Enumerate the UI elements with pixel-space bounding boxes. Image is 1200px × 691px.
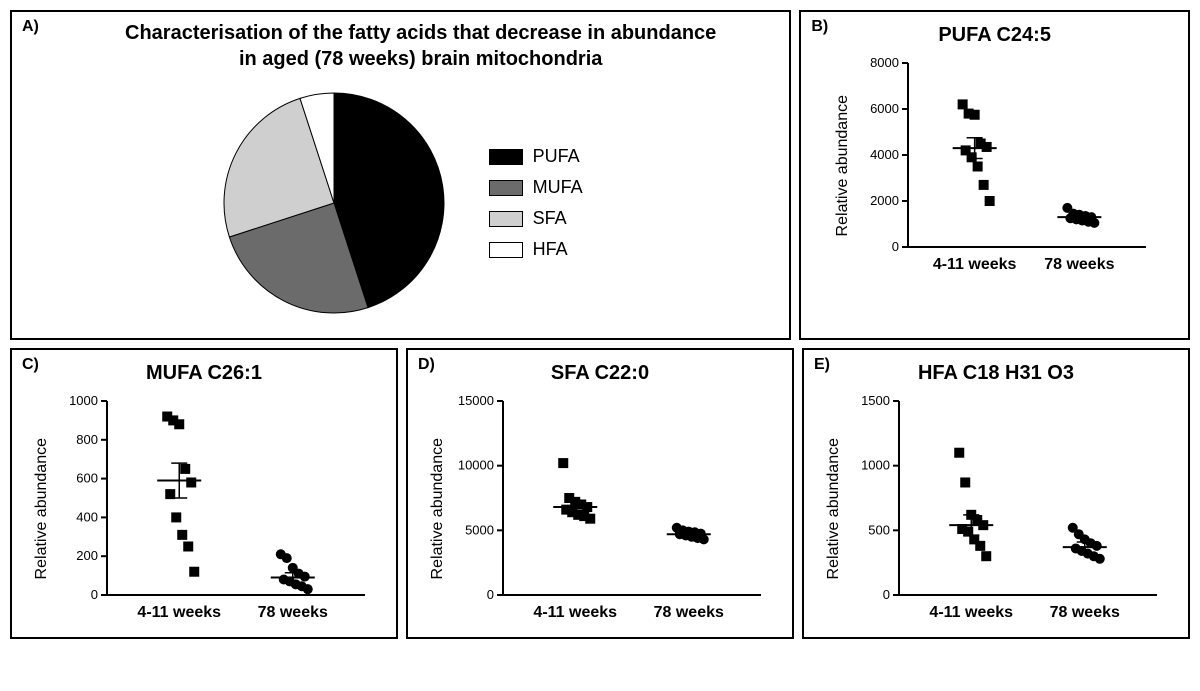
- pie-chart: [219, 88, 449, 318]
- legend-label: SFA: [533, 208, 567, 229]
- bottom-row: C) MUFA C26:1 Relative abundance 0 200 400…: [10, 348, 1190, 639]
- svg-text:78 weeks: 78 weeks: [1044, 256, 1114, 273]
- svg-text:200: 200: [76, 548, 98, 563]
- legend-label: PUFA: [533, 146, 580, 167]
- panel-c-ylabel: Relative abundance: [33, 438, 51, 579]
- panel-a-title-line2: in aged (78 weeks) brain mitochondria: [239, 48, 602, 70]
- legend-row-sfa: SFA: [489, 208, 583, 229]
- svg-text:0: 0: [91, 587, 98, 602]
- svg-text:2000: 2000: [870, 193, 899, 208]
- pie-area: PUFA MUFA SFA HFA: [20, 80, 781, 330]
- legend-label: MUFA: [533, 177, 583, 198]
- svg-text:5000: 5000: [465, 522, 494, 537]
- panel-e-title: HFA C18 H31 O3: [812, 362, 1180, 385]
- panel-a-title-line1: Characterisation of the fatty acids that…: [125, 22, 716, 44]
- scatter-b: 0 2000 4000 6000 8000 4-11 weeks 78 weeks: [856, 51, 1156, 281]
- panel-b-title: PUFA C24:5: [809, 24, 1180, 47]
- panel-a-label: A): [22, 18, 39, 36]
- svg-text:4-11 weeks: 4-11 weeks: [932, 256, 1016, 273]
- figure-grid: A) Characterisation of the fatty acids t…: [10, 10, 1190, 639]
- svg-text:8000: 8000: [870, 55, 899, 70]
- scatter-e: 0 500 1000 1500 4-11 weeks 78 weeks: [847, 389, 1167, 629]
- svg-text:4-11 weeks: 4-11 weeks: [533, 604, 617, 621]
- panel-d-label: D): [418, 356, 435, 374]
- panel-b-label: B): [811, 18, 828, 36]
- svg-text:78 weeks: 78 weeks: [654, 604, 724, 621]
- panel-d: D) SFA C22:0 Relative abundance 0 5000 100…: [406, 348, 794, 639]
- legend-swatch: [489, 242, 523, 258]
- svg-text:1000: 1000: [69, 393, 98, 408]
- svg-text:4000: 4000: [870, 147, 899, 162]
- panel-d-title: SFA C22:0: [416, 362, 784, 385]
- panel-a-title: Characterisation of the fatty acids that…: [60, 20, 781, 72]
- scatter-c: 0 200 400 600 800 1000 4-11 weeks 78 weeks: [55, 389, 375, 629]
- svg-text:1500: 1500: [861, 393, 890, 408]
- svg-text:500: 500: [868, 522, 890, 537]
- legend-swatch: [489, 149, 523, 165]
- svg-text:1000: 1000: [861, 458, 890, 473]
- svg-text:800: 800: [76, 432, 98, 447]
- panel-c-title: MUFA C26:1: [20, 362, 388, 385]
- svg-text:400: 400: [76, 509, 98, 524]
- svg-text:6000: 6000: [870, 101, 899, 116]
- svg-text:4-11 weeks: 4-11 weeks: [929, 604, 1013, 621]
- legend-swatch: [489, 180, 523, 196]
- panel-e-label: E): [814, 356, 830, 374]
- legend-swatch: [489, 211, 523, 227]
- svg-text:78 weeks: 78 weeks: [1050, 604, 1120, 621]
- svg-text:15000: 15000: [458, 393, 494, 408]
- legend-row-mufa: MUFA: [489, 177, 583, 198]
- svg-text:0: 0: [883, 587, 890, 602]
- svg-text:600: 600: [76, 471, 98, 486]
- panel-c: C) MUFA C26:1 Relative abundance 0 200 400…: [10, 348, 398, 639]
- panel-e: E) HFA C18 H31 O3 Relative abundance 0 50…: [802, 348, 1190, 639]
- legend-row-pufa: PUFA: [489, 146, 583, 167]
- panel-d-ylabel: Relative abundance: [429, 438, 447, 579]
- panel-b-ylabel: Relative abundance: [834, 95, 852, 236]
- svg-text:78 weeks: 78 weeks: [258, 604, 328, 621]
- legend-label: HFA: [533, 239, 568, 260]
- scatter-d: 0 5000 10000 15000 4-11 weeks 78 weeks: [451, 389, 771, 629]
- panel-a: A) Characterisation of the fatty acids t…: [10, 10, 791, 340]
- svg-text:10000: 10000: [458, 458, 494, 473]
- panel-c-label: C): [22, 356, 39, 374]
- svg-text:0: 0: [891, 239, 898, 254]
- legend-row-hfa: HFA: [489, 239, 583, 260]
- svg-text:0: 0: [487, 587, 494, 602]
- svg-text:4-11 weeks: 4-11 weeks: [137, 604, 221, 621]
- panel-e-ylabel: Relative abundance: [825, 438, 843, 579]
- pie-legend: PUFA MUFA SFA HFA: [489, 146, 583, 260]
- panel-b: B) PUFA C24:5 Relative abundance 0 2000 40…: [799, 10, 1190, 340]
